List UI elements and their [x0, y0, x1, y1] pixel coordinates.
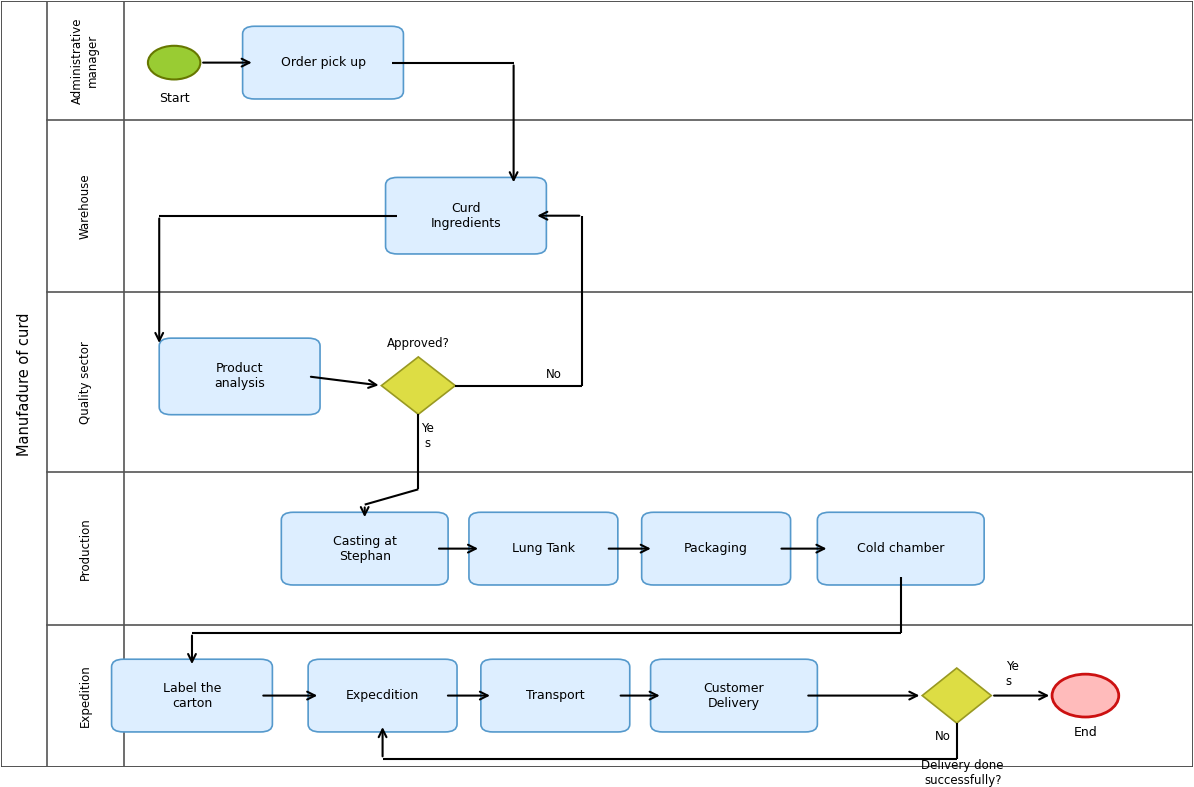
Text: Warehouse: Warehouse: [79, 173, 92, 239]
Text: Delivery done
successfully?: Delivery done successfully?: [922, 759, 1004, 787]
Text: Ye
s: Ye s: [421, 422, 435, 449]
Text: Label the
carton: Label the carton: [162, 682, 221, 710]
Text: Casting at
Stephan: Casting at Stephan: [333, 534, 396, 563]
Text: Quality sector: Quality sector: [79, 341, 92, 423]
FancyBboxPatch shape: [481, 660, 629, 732]
FancyBboxPatch shape: [641, 512, 790, 585]
Text: No: No: [547, 368, 562, 381]
Text: Product
analysis: Product analysis: [214, 363, 265, 390]
Text: Manufadure of curd: Manufadure of curd: [17, 312, 31, 456]
Text: Cold chamber: Cold chamber: [857, 542, 944, 555]
Text: Production: Production: [79, 517, 92, 580]
Text: Administrative
manager: Administrative manager: [72, 17, 99, 104]
Text: Lung Tank: Lung Tank: [512, 542, 574, 555]
Text: Transport: Transport: [527, 689, 585, 702]
Circle shape: [1052, 674, 1119, 717]
Text: Expedition: Expedition: [79, 664, 92, 727]
FancyBboxPatch shape: [386, 177, 547, 254]
Text: Packaging: Packaging: [684, 542, 749, 555]
FancyBboxPatch shape: [159, 338, 320, 415]
Text: End: End: [1073, 726, 1097, 739]
Text: Customer
Delivery: Customer Delivery: [703, 682, 764, 710]
Text: Expecdition: Expecdition: [346, 689, 419, 702]
FancyBboxPatch shape: [1, 2, 1193, 767]
FancyBboxPatch shape: [282, 512, 448, 585]
FancyBboxPatch shape: [651, 660, 818, 732]
Text: Order pick up: Order pick up: [281, 56, 365, 69]
FancyBboxPatch shape: [111, 660, 272, 732]
Polygon shape: [922, 668, 991, 723]
Text: Curd
Ingredients: Curd Ingredients: [431, 201, 501, 230]
FancyBboxPatch shape: [469, 512, 617, 585]
Text: Start: Start: [159, 92, 190, 105]
Circle shape: [148, 46, 201, 79]
FancyBboxPatch shape: [308, 660, 457, 732]
FancyBboxPatch shape: [242, 26, 404, 99]
Text: No: No: [935, 730, 950, 744]
Polygon shape: [381, 357, 455, 414]
Text: Ye
s: Ye s: [1005, 660, 1018, 688]
Text: Approved?: Approved?: [387, 337, 450, 349]
FancyBboxPatch shape: [818, 512, 984, 585]
